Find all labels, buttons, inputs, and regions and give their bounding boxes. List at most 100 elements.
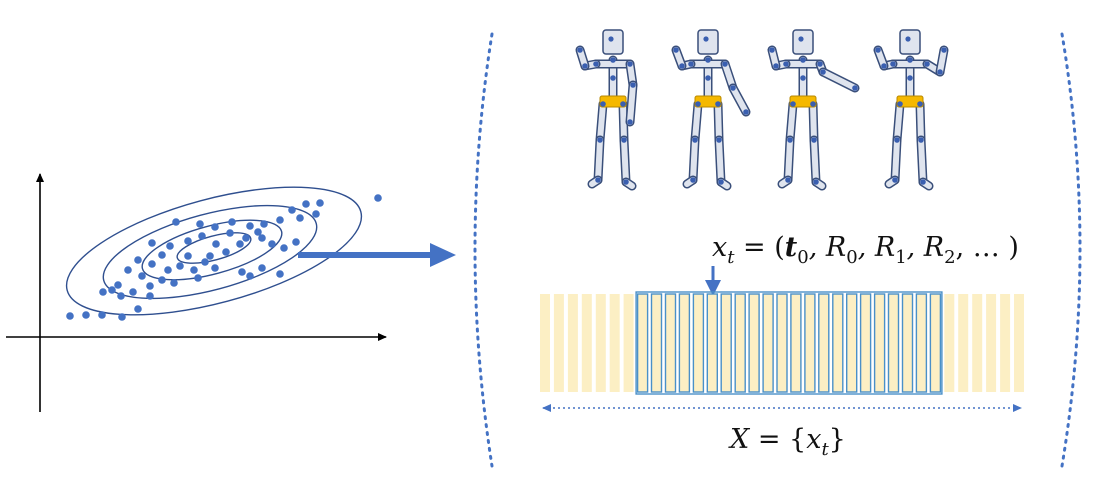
- sequence-mid: = {: [749, 424, 806, 455]
- left-bracket: [473, 32, 494, 468]
- scatter-point: [194, 274, 202, 282]
- scatter-point: [172, 218, 180, 226]
- joint: [623, 179, 629, 185]
- joint: [730, 85, 736, 91]
- sequence-frame-highlighted: [706, 293, 718, 393]
- sequence-frame-highlighted: [887, 293, 900, 393]
- joint: [811, 137, 817, 143]
- scatter-point: [129, 288, 137, 296]
- scatter-point: [146, 292, 154, 300]
- joint: [875, 47, 881, 53]
- scatter-point: [316, 199, 324, 207]
- sequence-frame-highlighted: [734, 293, 746, 393]
- joint: [679, 63, 685, 69]
- bone-fill: [620, 101, 627, 143]
- pose-lhs-sub: t: [727, 247, 735, 268]
- joint: [920, 179, 926, 185]
- scatter-point: [211, 223, 219, 231]
- joint: [800, 57, 806, 63]
- joint: [881, 63, 887, 69]
- bone-fill: [810, 101, 817, 143]
- joint: [705, 75, 711, 81]
- scatter-point: [280, 244, 288, 252]
- sequence-frame: [944, 294, 955, 392]
- head: [899, 29, 921, 55]
- joint: [924, 61, 930, 67]
- joint: [783, 61, 789, 67]
- joint: [907, 57, 913, 63]
- bone-fill: [875, 47, 887, 69]
- scatter-point: [228, 218, 236, 226]
- joint: [690, 177, 696, 183]
- joint: [941, 47, 947, 53]
- scatter-point: [158, 251, 166, 259]
- pose-2: [671, 29, 751, 191]
- joint: [630, 82, 636, 88]
- pose-translation-sub: 0: [797, 247, 808, 268]
- scatter-point: [117, 292, 125, 300]
- eye: [608, 36, 614, 42]
- scatter-point: [242, 234, 250, 242]
- joint: [894, 137, 900, 143]
- scatter-point: [134, 305, 142, 313]
- scatter-point: [148, 239, 156, 247]
- scatter-point: [258, 264, 266, 272]
- scatter-point: [211, 264, 219, 272]
- joint: [715, 101, 721, 107]
- sequence-frames: [540, 291, 1024, 395]
- scatter-point: [258, 234, 266, 242]
- sequence-frame-highlighted: [762, 293, 774, 393]
- bone-fill: [716, 137, 724, 185]
- bone-fill: [937, 47, 947, 75]
- pose-3: [767, 29, 860, 191]
- sequence-frame: [595, 294, 606, 392]
- joint: [695, 101, 701, 107]
- sequence-label: X = {xt}: [728, 424, 846, 460]
- joint: [610, 75, 616, 81]
- scatter-point: [118, 313, 126, 321]
- sequence-frame: [540, 294, 550, 392]
- scatter-point: [164, 266, 172, 274]
- scatter-point: [374, 194, 382, 202]
- gaussian-contours: [65, 186, 363, 316]
- joint: [597, 137, 603, 143]
- scatter-point: [82, 311, 90, 319]
- sequence-frame: [972, 294, 983, 392]
- pose-translation: t: [785, 232, 798, 263]
- sequence-frame: [1014, 294, 1024, 392]
- pelvis: [694, 95, 722, 108]
- scatter-point: [212, 240, 220, 248]
- pose-4: [873, 29, 949, 191]
- joint: [692, 137, 698, 143]
- sequence-close: }: [829, 424, 846, 455]
- pose-r2: , R: [907, 232, 945, 263]
- sequence-frame-highlighted: [832, 293, 844, 393]
- contour-core: [176, 232, 252, 264]
- sequence-frame: [1000, 294, 1011, 392]
- scatter-point: [99, 288, 107, 296]
- joint: [769, 47, 775, 53]
- pose-r0-sub: 0: [846, 247, 857, 268]
- joint: [810, 101, 816, 107]
- scatter-point: [246, 222, 254, 230]
- bone-fill: [785, 137, 793, 183]
- pose-vector-label: xt = (t0, R0, R1, R2, … ): [712, 232, 1019, 268]
- pose-r1: , R: [858, 232, 896, 263]
- head: [697, 29, 719, 55]
- bone-fill: [690, 137, 698, 183]
- pose-lhs: x: [712, 232, 727, 263]
- joint: [627, 61, 633, 67]
- highlighted-window: [635, 291, 943, 395]
- scatter-point: [246, 272, 254, 280]
- scatter-point: [146, 282, 154, 290]
- sequence-frame: [958, 294, 969, 392]
- joint: [621, 137, 627, 143]
- bone-fill: [627, 82, 636, 125]
- joint: [620, 101, 626, 107]
- joint: [577, 47, 583, 53]
- joint: [787, 137, 793, 143]
- bone-fill: [917, 101, 924, 143]
- sequence-frame: [553, 294, 564, 392]
- sequence-frame: [986, 294, 997, 392]
